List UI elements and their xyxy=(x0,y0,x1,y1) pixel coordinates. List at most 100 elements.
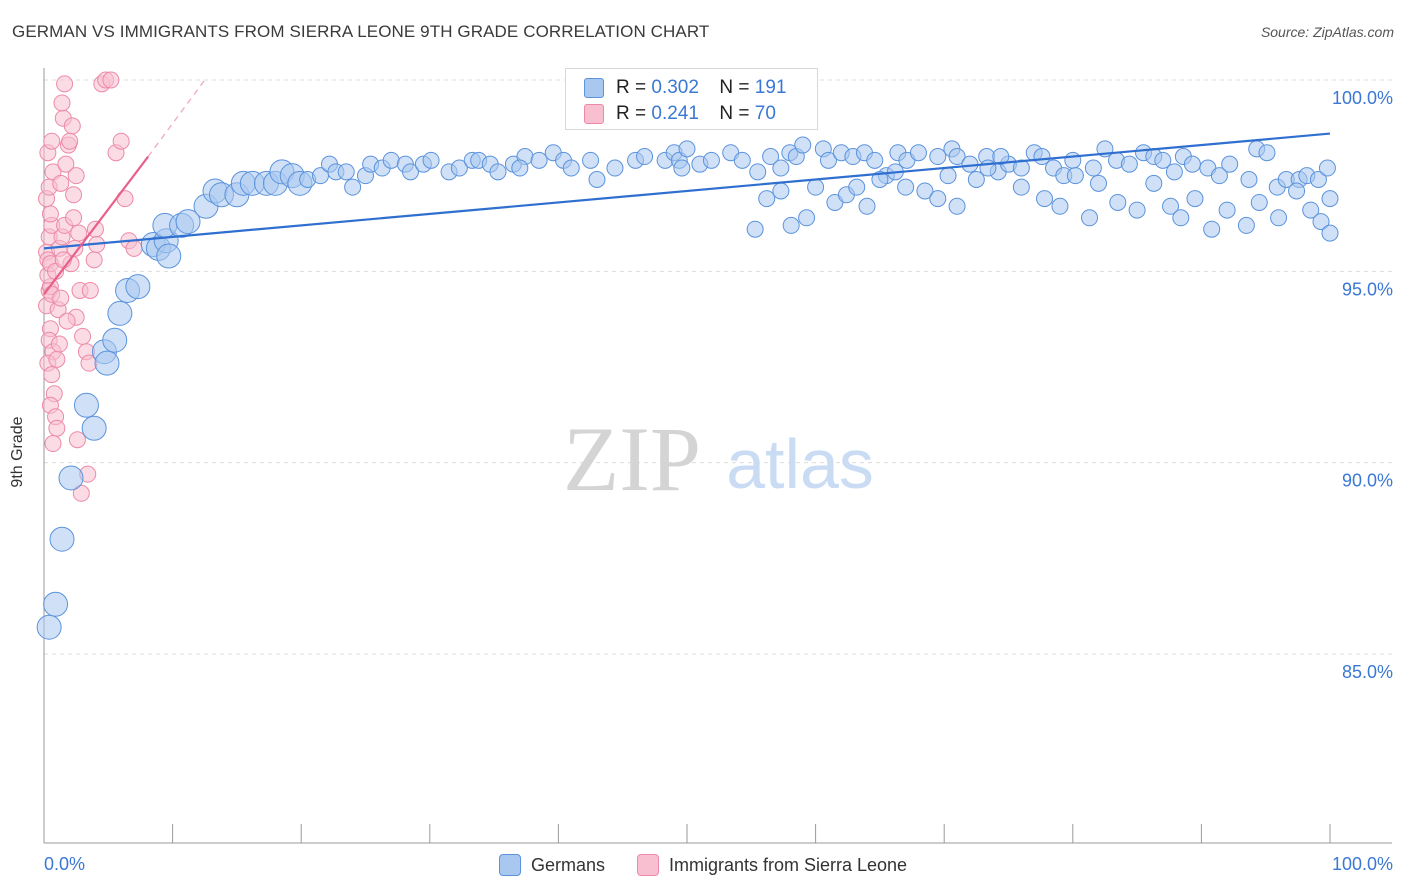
y-tick-label: 90.0% xyxy=(1342,471,1393,491)
pink-point xyxy=(43,132,61,150)
pink-point xyxy=(41,205,59,223)
blue-point xyxy=(125,274,151,300)
blue-point xyxy=(489,163,507,181)
blue-point xyxy=(1186,190,1204,208)
blue-point xyxy=(1318,159,1336,177)
pink-point xyxy=(112,132,130,150)
n-value: 70 xyxy=(754,103,776,124)
trend-lines xyxy=(43,79,1331,295)
blue-point xyxy=(1066,167,1084,185)
pink-point xyxy=(48,419,66,437)
blue-point xyxy=(636,148,654,166)
y-axis-label: 9th Grade xyxy=(9,416,26,488)
blue-point xyxy=(1120,155,1138,173)
blue-point xyxy=(1183,155,1201,173)
pink-point xyxy=(74,327,92,345)
blue-point xyxy=(36,614,62,640)
blue-point xyxy=(948,148,966,166)
blue-point xyxy=(909,144,927,162)
y-tick-label: 95.0% xyxy=(1342,279,1393,299)
series-legend: Germans Immigrants from Sierra Leone xyxy=(0,852,1406,878)
blue-point xyxy=(1172,209,1190,227)
blue-point xyxy=(1036,190,1054,208)
blue-point xyxy=(382,151,400,169)
blue-point xyxy=(848,178,866,196)
blue-point xyxy=(588,170,606,188)
blue-point xyxy=(1084,159,1102,177)
blue-point xyxy=(746,220,764,238)
blue-point xyxy=(1237,216,1255,234)
pink-point xyxy=(72,484,90,502)
legend-item-germans: Germans xyxy=(498,854,605,876)
germans-swatch xyxy=(584,78,604,98)
blue-point xyxy=(450,159,468,177)
blue-point xyxy=(798,209,816,227)
blue-point xyxy=(94,350,120,376)
blue-point xyxy=(156,243,182,269)
blue-point xyxy=(929,190,947,208)
x-tick-label-min: 0.0% xyxy=(44,854,85,874)
blue-point xyxy=(772,159,790,177)
pink-point xyxy=(48,350,66,368)
blue-point xyxy=(175,209,201,235)
blue-point xyxy=(871,170,889,188)
legend-label: Immigrants from Sierra Leone xyxy=(668,854,908,875)
pink-point xyxy=(67,167,85,185)
blue-point xyxy=(58,465,84,491)
blue-point xyxy=(43,591,69,617)
blue-point xyxy=(866,151,884,169)
blue-point xyxy=(967,170,985,188)
pink-point xyxy=(102,71,120,89)
blue-point xyxy=(979,159,997,177)
stats-row-sierra-leone: R = 0.241 N = 70 xyxy=(584,102,776,126)
blue-point xyxy=(402,163,420,181)
sierra-leone-trend-line xyxy=(43,155,150,295)
germans-points xyxy=(36,136,1339,640)
blue-point xyxy=(733,151,751,169)
germans-trend-line xyxy=(43,132,1331,250)
blue-point xyxy=(929,148,947,166)
blue-point xyxy=(344,178,362,196)
blue-point xyxy=(772,182,790,200)
blue-point xyxy=(807,178,825,196)
sierra-leone-swatch xyxy=(584,104,604,124)
pink-point xyxy=(85,251,103,269)
blue-point xyxy=(81,415,107,441)
legend-item-sierra-leone: Immigrants from Sierra Leone xyxy=(636,854,908,876)
blue-point xyxy=(1221,155,1239,173)
pink-point xyxy=(65,209,83,227)
blue-point xyxy=(1210,167,1228,185)
blue-point xyxy=(782,216,800,234)
r-value: 0.302 xyxy=(651,77,699,98)
blue-point xyxy=(702,151,720,169)
pink-point xyxy=(68,431,86,449)
blue-point xyxy=(1309,170,1327,188)
blue-point xyxy=(1012,178,1030,196)
pink-point xyxy=(56,75,74,93)
source-label: Source: ZipAtlas.com xyxy=(1260,24,1394,40)
y-tick-labels: 85.0% 90.0% 95.0% 100.0% xyxy=(1332,88,1393,682)
blue-point xyxy=(1240,170,1258,188)
blue-point xyxy=(1162,197,1180,215)
blue-point xyxy=(1250,193,1268,211)
blue-point xyxy=(1321,190,1339,208)
blue-point xyxy=(992,148,1010,166)
blue-point xyxy=(1218,201,1236,219)
r-label: R = xyxy=(616,77,647,98)
blue-point xyxy=(916,182,934,200)
pink-point xyxy=(50,335,68,353)
x-tick-label-max: 100.0% xyxy=(1332,854,1393,874)
pink-point xyxy=(63,117,81,135)
blue-point xyxy=(948,197,966,215)
blue-point xyxy=(1288,182,1306,200)
y-tick-label: 100.0% xyxy=(1332,88,1393,108)
n-value: 191 xyxy=(754,77,787,98)
pink-point xyxy=(70,224,88,242)
blue-point xyxy=(73,392,99,418)
pink-point xyxy=(57,155,75,173)
blue-point xyxy=(422,151,440,169)
pink-point xyxy=(125,239,143,257)
blue-point xyxy=(530,151,548,169)
y-tick-label: 85.0% xyxy=(1342,662,1393,682)
stats-row-germans: R = 0.302 N = 191 xyxy=(584,76,786,100)
